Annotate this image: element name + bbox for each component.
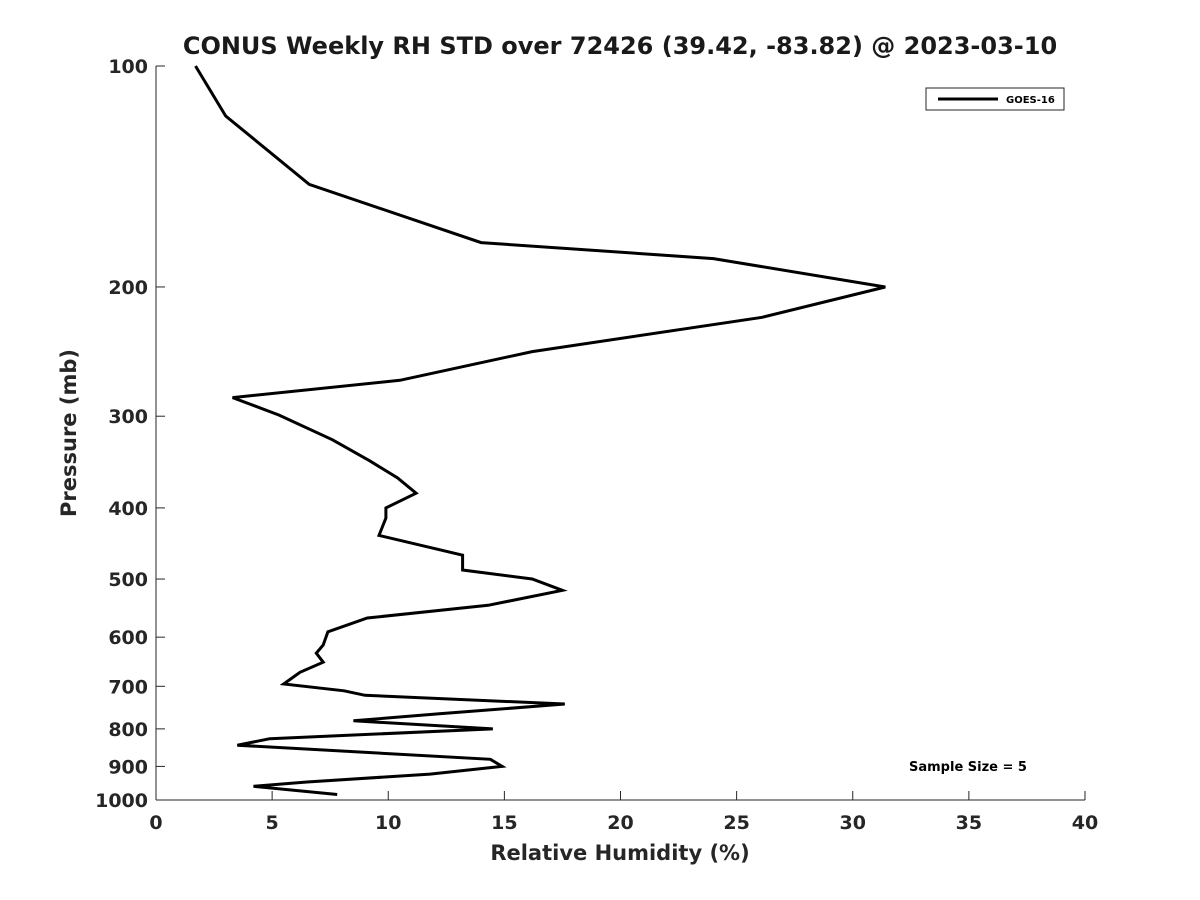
x-tick-label: 20 <box>607 812 633 834</box>
series-line-goes-16 <box>194 65 886 796</box>
x-tick-label: 35 <box>956 812 982 834</box>
y-tick-label: 400 <box>108 498 148 520</box>
y-tick-label: 200 <box>108 277 148 299</box>
chart-title: CONUS Weekly RH STD over 72426 (39.42, -… <box>183 32 1057 60</box>
y-tick-label: 700 <box>108 676 148 698</box>
y-tick-label: 1000 <box>95 790 148 812</box>
x-tick-label: 5 <box>266 812 279 834</box>
x-axis-ticks: 0 5 10 15 20 25 30 35 40 <box>149 791 1098 834</box>
x-tick-label: 25 <box>723 812 749 834</box>
y-tick-label: 500 <box>108 569 148 591</box>
y-axis-label: Pressure (mb) <box>57 349 81 517</box>
y-tick-label: 100 <box>108 56 148 78</box>
legend-label-goes-16: GOES-16 <box>1006 95 1055 106</box>
plot-area <box>155 66 1085 801</box>
x-axis-label: Relative Humidity (%) <box>490 841 749 865</box>
y-tick-label: 800 <box>108 719 148 741</box>
x-tick-label: 30 <box>840 812 866 834</box>
series-layer <box>194 65 886 796</box>
x-tick-label: 0 <box>149 812 162 834</box>
y-axis-ticks: 100 200 300 400 500 600 700 800 900 1000 <box>95 56 165 812</box>
y-tick-label: 300 <box>108 406 148 428</box>
y-tick-label: 900 <box>108 756 148 778</box>
x-tick-label: 15 <box>491 812 517 834</box>
y-tick-label: 600 <box>108 627 148 649</box>
sample-size-annotation: Sample Size = 5 <box>909 760 1027 775</box>
x-tick-label: 40 <box>1072 812 1098 834</box>
legend: GOES-16 <box>925 87 1065 111</box>
x-tick-label: 10 <box>375 812 401 834</box>
